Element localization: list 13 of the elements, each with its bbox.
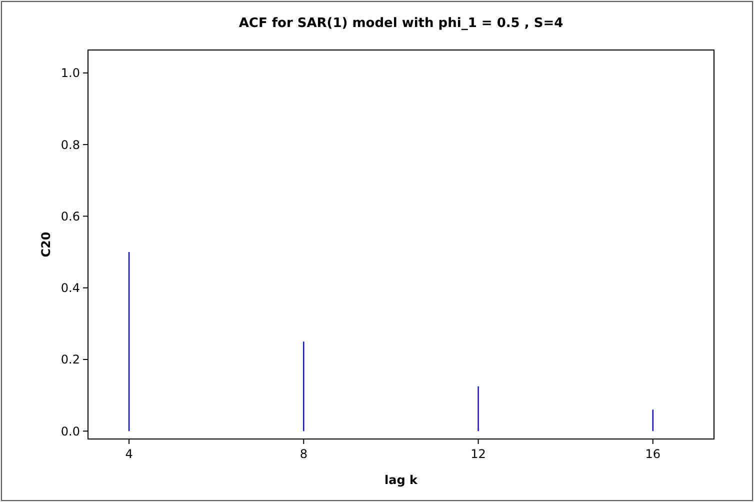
- y-tick-label: 0.4: [60, 281, 80, 296]
- y-tick-label: 0.2: [60, 352, 80, 367]
- x-tick-label: 12: [470, 447, 486, 461]
- y-axis-title: C20: [39, 232, 53, 258]
- y-tick-label: 0.6: [60, 209, 80, 224]
- x-axis-title: lag k: [384, 473, 418, 487]
- x-tick-label: 4: [125, 447, 133, 461]
- y-tick-label: 0.0: [60, 424, 80, 438]
- y-tick-label: 1.0: [60, 66, 80, 80]
- y-tick-label: 0.8: [60, 138, 80, 152]
- x-tick-label: 16: [645, 447, 661, 461]
- x-tick-label: 8: [300, 447, 308, 461]
- chart-title: ACF for SAR(1) model with phi_1 = 0.5 , S=4: [238, 16, 564, 31]
